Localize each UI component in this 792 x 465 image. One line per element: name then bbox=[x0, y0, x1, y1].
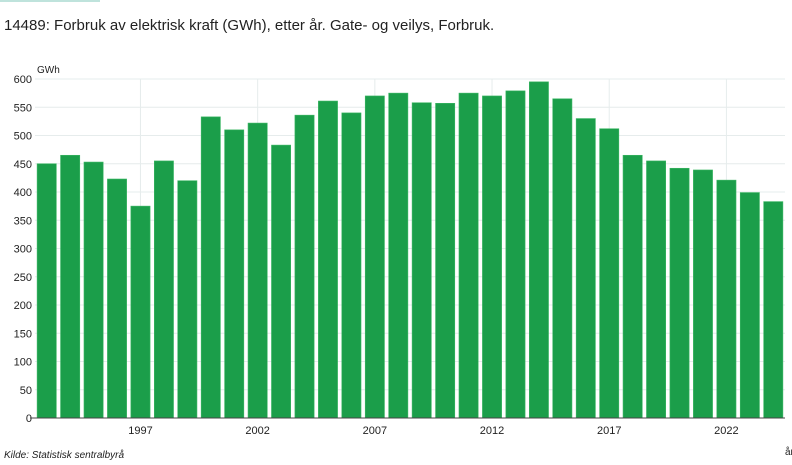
bar-2000 bbox=[200, 116, 221, 419]
x-axis-label: år bbox=[785, 446, 792, 458]
y-tick-label: 450 bbox=[14, 159, 32, 171]
y-tick-label: 350 bbox=[14, 215, 32, 227]
bar-2011 bbox=[458, 92, 479, 419]
y-tick-label: 400 bbox=[14, 187, 32, 199]
bar-2004 bbox=[294, 114, 315, 419]
chart-title: 14489: Forbruk av elektrisk kraft (GWh),… bbox=[4, 17, 495, 34]
bar-2009 bbox=[411, 102, 432, 419]
y-tick-label: 600 bbox=[14, 74, 32, 86]
x-tick-label: 2007 bbox=[363, 425, 387, 437]
y-tick-label: 550 bbox=[14, 102, 32, 114]
bar-2016 bbox=[575, 118, 596, 419]
bar-2003 bbox=[271, 144, 292, 419]
bar-2023 bbox=[739, 192, 760, 419]
x-tick-label: 2002 bbox=[245, 425, 269, 437]
bar-2006 bbox=[341, 112, 362, 419]
y-tick-label: 250 bbox=[14, 272, 32, 284]
bar-2024 bbox=[763, 201, 784, 419]
x-tick-label: 1997 bbox=[128, 425, 152, 437]
y-tick-label: 150 bbox=[14, 328, 32, 340]
x-tick-label: 2017 bbox=[597, 425, 621, 437]
y-tick-label: 500 bbox=[14, 131, 32, 143]
bar-2020 bbox=[669, 167, 690, 419]
x-tick-label: 2012 bbox=[480, 425, 504, 437]
bar-2005 bbox=[318, 100, 338, 419]
bar-2022 bbox=[716, 179, 737, 419]
bar-2019 bbox=[646, 160, 667, 419]
bar-1994 bbox=[60, 154, 81, 419]
bar-2017 bbox=[599, 128, 620, 419]
bar-2007 bbox=[364, 95, 385, 419]
top-accent-line bbox=[0, 0, 100, 2]
bar-2012 bbox=[482, 95, 502, 419]
y-tick-label: 50 bbox=[20, 385, 32, 397]
bar-1996 bbox=[107, 178, 127, 419]
bar-2010 bbox=[435, 102, 456, 419]
bar-1998 bbox=[153, 160, 174, 419]
y-tick-label: 100 bbox=[14, 357, 32, 369]
bar-2014 bbox=[528, 81, 549, 419]
source-note: Kilde: Statistisk sentralbyrå bbox=[4, 450, 125, 461]
y-tick-label: 300 bbox=[14, 244, 32, 256]
bar-2002 bbox=[247, 122, 268, 419]
bar-2013 bbox=[505, 90, 526, 419]
x-tick-label: 2022 bbox=[714, 425, 738, 437]
bar-2021 bbox=[693, 169, 713, 419]
bar-2018 bbox=[622, 154, 643, 419]
y-tick-label: 0 bbox=[26, 413, 32, 425]
bar-1997 bbox=[130, 205, 151, 419]
y-axis-label: GWh bbox=[37, 65, 60, 76]
bar-2001 bbox=[224, 129, 245, 419]
bar-1995 bbox=[83, 161, 104, 419]
bar-2008 bbox=[388, 92, 409, 419]
bar-1999 bbox=[177, 180, 198, 419]
bar-2015 bbox=[552, 98, 573, 419]
bar-1993 bbox=[36, 163, 57, 419]
y-tick-label: 200 bbox=[14, 300, 32, 312]
